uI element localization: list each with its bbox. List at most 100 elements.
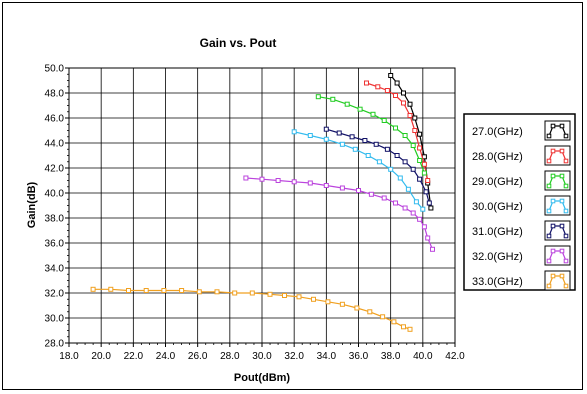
data-point <box>417 176 423 182</box>
data-point <box>401 100 406 106</box>
data-point <box>354 305 360 311</box>
legend-swatch-marker <box>563 283 569 289</box>
y-tick-label: 50.0 <box>45 64 65 75</box>
data-point <box>179 288 185 293</box>
legend-label: 32.0(GHz) <box>472 251 523 263</box>
legend-swatch-marker <box>546 133 552 139</box>
legend-swatch-marker <box>546 183 552 189</box>
legend-swatch-marker <box>550 123 556 129</box>
data-point <box>407 326 413 332</box>
data-point <box>108 286 114 292</box>
data-point <box>282 293 287 298</box>
y-axis-title: Gain(dB) <box>26 181 38 228</box>
legend-swatch-line <box>548 175 567 187</box>
data-point <box>393 125 398 131</box>
x-tick-label: 22.0 <box>124 351 144 362</box>
data-point <box>391 319 397 325</box>
data-point <box>417 158 423 163</box>
x-tick-label: 42.0 <box>445 351 465 362</box>
series-line <box>366 82 429 181</box>
y-tick-label: 38.0 <box>45 214 65 225</box>
legend: 27.0(GHz) 28.0(GHz) 29.0(GHz) 30.0(GHz) 31.0… <box>463 113 576 291</box>
legend-swatch-marker <box>559 148 565 154</box>
legend-item: 31.0(GHz) <box>472 220 571 241</box>
data-point <box>339 141 345 147</box>
data-point <box>426 200 432 206</box>
legend-label: 27.0(GHz) <box>472 126 523 138</box>
chart-frame: Gain vs. Pout 28.0 30.0 32.0 34.0 36.0 38.0 40… <box>2 2 583 390</box>
data-point <box>356 188 361 193</box>
legend-swatch-marker <box>546 233 552 239</box>
data-point <box>323 126 329 132</box>
data-point <box>421 224 427 230</box>
data-point <box>402 159 408 165</box>
data-point <box>417 145 423 151</box>
data-point <box>425 235 431 241</box>
data-point <box>375 84 381 90</box>
data-point <box>412 115 418 121</box>
data-point <box>388 73 394 78</box>
data-point <box>394 153 400 158</box>
data-point <box>402 133 408 138</box>
legend-swatch-marker <box>559 223 565 229</box>
legend-label: 28.0(GHz) <box>472 151 523 163</box>
x-tick-label: 40.0 <box>413 351 433 362</box>
series-layer <box>90 73 435 332</box>
data-point <box>364 80 369 86</box>
data-point <box>410 143 416 148</box>
data-point <box>417 131 423 137</box>
legend-swatch-line <box>548 125 567 137</box>
legend-label: 33.0(GHz) <box>472 276 523 288</box>
y-axis-ticks: 28.0 30.0 32.0 34.0 36.0 38.0 40.0 42.0 44.0 46.0… <box>45 64 69 350</box>
x-axis-ticks: 18.0 20.0 22.0 24.0 26.0 28.0 30.0 32.0 34.0 36.0… <box>59 343 465 362</box>
data-point <box>388 166 394 172</box>
series-6 <box>90 286 413 332</box>
data-point <box>232 290 238 296</box>
data-point <box>402 205 408 211</box>
series-line <box>245 177 434 250</box>
data-point <box>417 216 423 222</box>
data-point <box>384 88 390 93</box>
legend-swatch-marker <box>559 273 565 279</box>
x-tick-label: 38.0 <box>381 351 401 362</box>
data-point <box>357 106 363 112</box>
y-tick-label: 28.0 <box>45 339 65 350</box>
legend-swatch-marker <box>550 223 556 229</box>
legend-item: 27.0(GHz) <box>472 120 571 141</box>
data-point <box>243 175 249 181</box>
data-point <box>407 113 413 118</box>
data-point <box>307 133 313 138</box>
legend-label: 29.0(GHz) <box>472 176 523 188</box>
y-tick-label: 30.0 <box>45 314 65 325</box>
series-2 <box>315 94 427 176</box>
data-point <box>381 118 387 123</box>
legend-label: 30.0(GHz) <box>472 201 523 213</box>
y-tick-label: 34.0 <box>45 264 65 275</box>
legend-swatch-line <box>548 275 567 287</box>
legend-swatch-marker <box>546 258 552 264</box>
data-point <box>401 324 406 330</box>
data-point <box>323 136 329 142</box>
data-point <box>370 111 376 117</box>
legend-swatch-marker <box>550 198 556 204</box>
x-axis-title: Pout(dBm) <box>234 372 291 384</box>
legend-swatch-marker <box>546 158 552 164</box>
y-tick-label: 36.0 <box>45 239 65 250</box>
series-4 <box>323 126 432 206</box>
data-point <box>330 96 336 102</box>
x-tick-label: 20.0 <box>91 351 111 362</box>
y-tick-label: 44.0 <box>45 139 65 150</box>
data-point <box>425 178 431 183</box>
series-line <box>326 128 430 204</box>
data-point <box>325 299 331 305</box>
legend-swatch-marker <box>563 133 569 139</box>
legend-swatch-line <box>548 200 567 212</box>
data-point <box>339 185 345 191</box>
legend-item: 30.0(GHz) <box>472 195 571 216</box>
legend-item: 32.0(GHz) <box>472 245 571 266</box>
legend-item: 33.0(GHz) <box>472 270 571 291</box>
data-point <box>352 146 358 152</box>
legend-swatch-marker <box>550 248 556 254</box>
data-point <box>405 186 411 192</box>
data-point <box>275 178 281 183</box>
